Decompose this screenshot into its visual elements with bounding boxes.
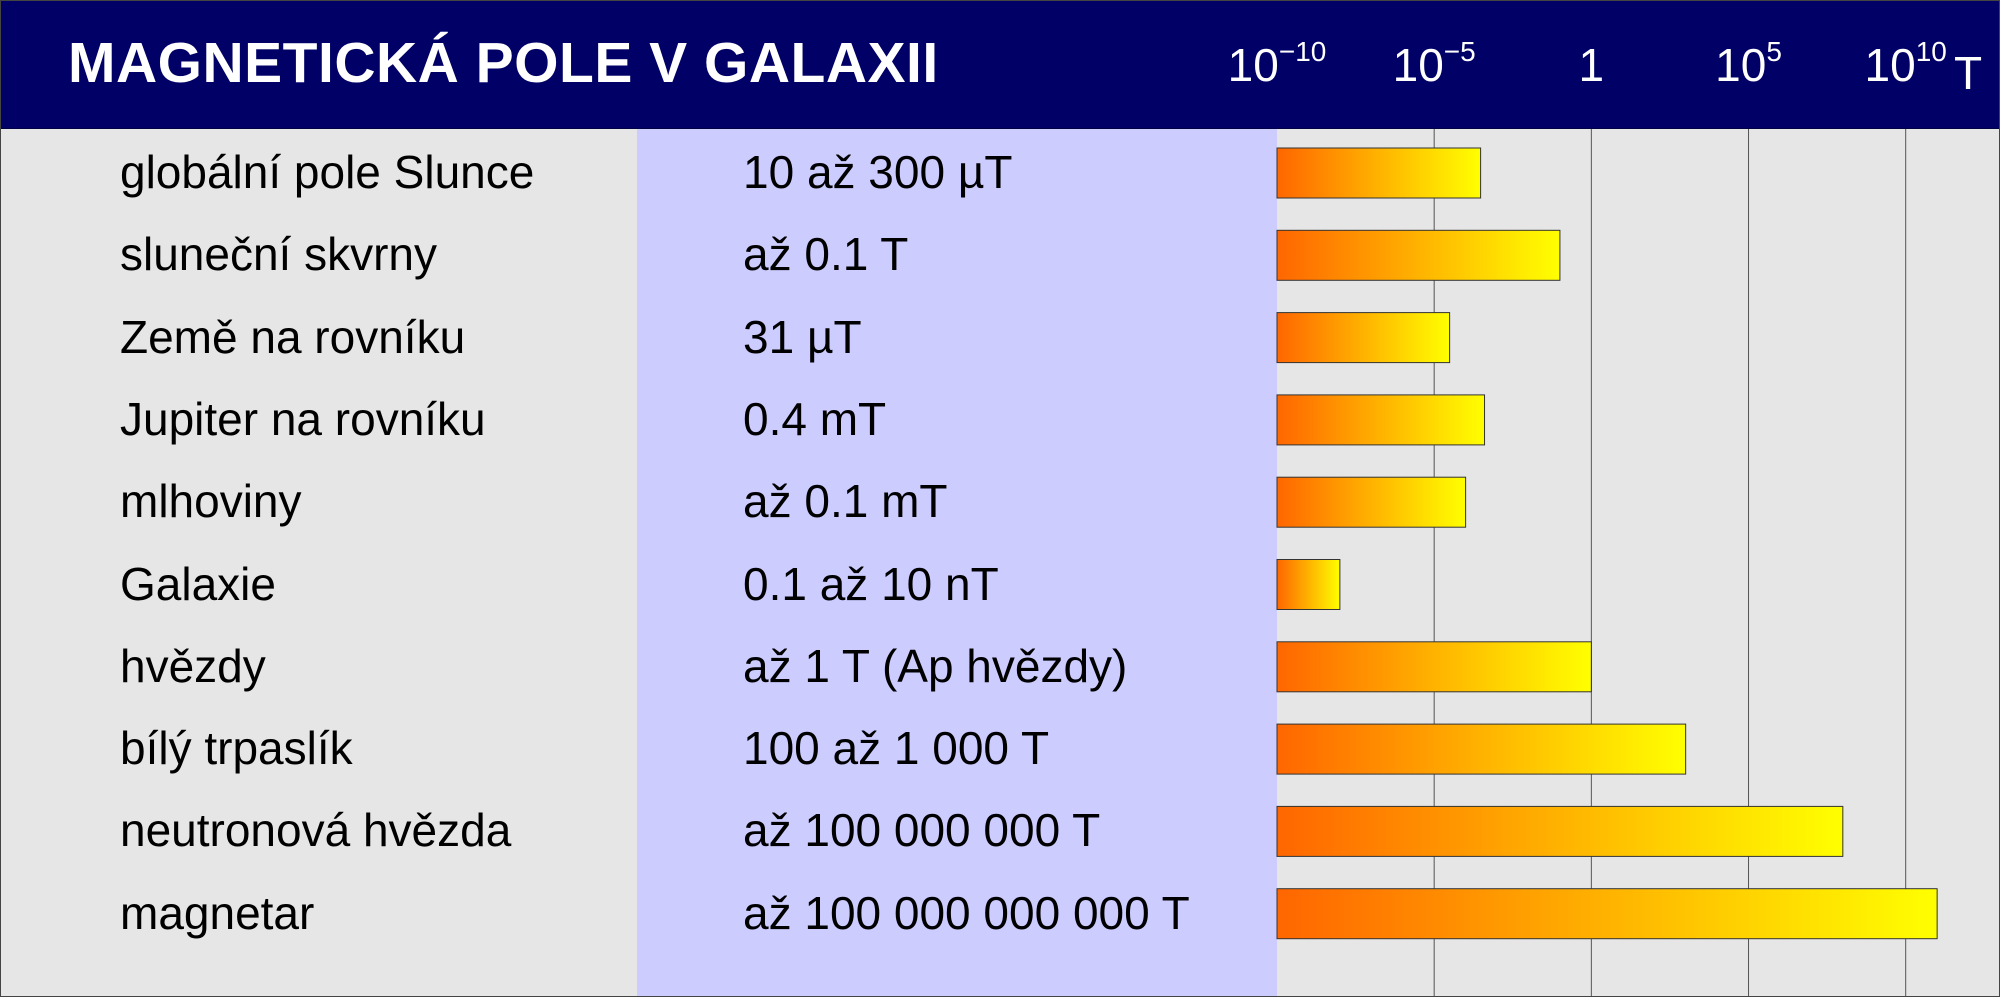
bar-0 [1276,147,1482,199]
bar-6 [1276,641,1592,693]
bar-7 [1276,723,1687,775]
value-column [637,129,1278,997]
row-value-5: 0.1 až 10 nT [743,557,999,610]
bar-4 [1276,476,1467,528]
row-label-4: mlhoviny [120,475,302,528]
bar-2 [1276,312,1451,364]
bar-8 [1276,805,1844,857]
row-label-1: sluneční skvrny [120,228,438,281]
x-tick-base: 10 [1864,39,1916,91]
bars [1276,147,1938,940]
row-label-2: Země na rovníku [120,310,466,363]
bar-1 [1276,229,1561,281]
x-tick-exponent: 10 [1915,35,1947,67]
x-tick-label-3: 105 [1715,35,1782,93]
x-tick-exponent: −10 [1278,35,1327,67]
row-value-0: 10 až 300 µT [743,146,1013,198]
chart-title: MAGNETICKÁ POLE V GALAXII [68,31,939,95]
row-value-9: až 100 000 000 000 T [743,886,1190,939]
row-value-1: až 0.1 T [743,228,909,281]
row-label-6: hvězdy [120,639,266,692]
x-axis-unit: T [1953,47,1983,99]
row-value-7: 100 až 1 000 T [743,722,1050,775]
bar-9 [1276,888,1938,940]
row-value-6: až 1 T (Ap hvězdy) [743,639,1128,692]
row-label-5: Galaxie [120,557,276,610]
x-tick-label-4: 1010 [1864,35,1947,93]
row-label-8: neutronová hvězda [120,804,512,857]
row-value-8: až 100 000 000 T [743,804,1101,857]
x-tick-label-2: 1 [1579,38,1605,93]
x-tick-base: 1 [1578,39,1605,91]
x-tick-exponent: 5 [1766,35,1782,67]
x-tick-base: 10 [1227,39,1279,91]
row-label-7: bílý trpaslík [120,722,353,775]
row-label-0: globální pole Slunce [120,146,535,198]
x-tick-label-1: 10−5 [1392,35,1476,93]
x-tick-base: 10 [1392,39,1444,91]
x-tick-base: 10 [1715,39,1767,91]
x-tick-exponent: −5 [1443,35,1476,67]
bar-3 [1276,394,1486,446]
label-column [0,129,638,997]
row-value-4: až 0.1 mT [743,475,948,528]
row-value-2: 31 µT [743,310,862,363]
x-tick-label-0: 10−10 [1227,35,1327,93]
bar-5 [1276,559,1341,610]
row-value-3: 0.4 mT [743,392,887,445]
row-label-9: magnetar [120,886,315,939]
row-label-3: Jupiter na rovníku [120,392,486,445]
